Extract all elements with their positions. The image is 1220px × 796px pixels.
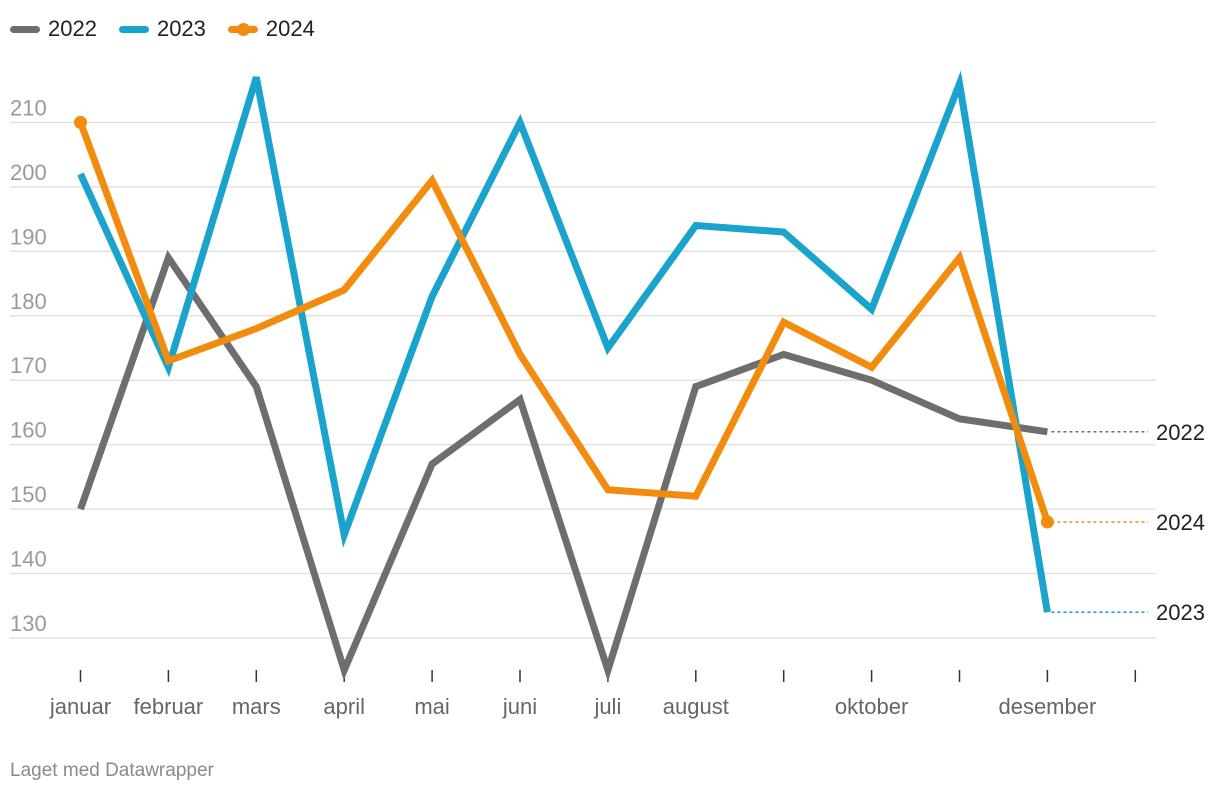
series-line-2022	[77, 249, 1048, 682]
legend-swatch-2023	[118, 25, 149, 33]
data-point-2022-4	[429, 461, 435, 467]
x-tick-label-februar: februar	[134, 694, 204, 719]
data-point-2024-11	[1044, 519, 1050, 525]
x-axis: januar februar mars april mai juni juli august o…	[49, 670, 1137, 719]
series-line-2024	[77, 121, 1051, 524]
data-point-2024-1	[165, 358, 171, 364]
data-point-2022-11	[1044, 429, 1050, 435]
end-labels: 2022 2024 2023	[1051, 420, 1205, 625]
data-point-2024-4	[429, 177, 435, 183]
legend-item-2022: 2022	[10, 16, 97, 42]
data-point-2023-6	[605, 345, 611, 351]
y-tick-label-140: 140	[10, 547, 47, 572]
legend-label-2023: 2023	[156, 16, 206, 41]
y-tick-label-150: 150	[10, 482, 47, 507]
legend-item-2023: 2023	[118, 16, 206, 42]
series-line-2023	[77, 70, 1051, 613]
data-point-2022-2	[253, 384, 259, 390]
end-label-2024: 2024	[1156, 510, 1205, 535]
data-point-2023-0	[78, 171, 84, 177]
data-point-2024-2	[253, 326, 259, 332]
y-tick-label-190: 190	[10, 224, 47, 249]
x-tick-label-august: august	[663, 694, 729, 719]
series-group	[74, 70, 1054, 682]
data-point-2022-10	[957, 416, 963, 422]
data-point-2024-10	[957, 255, 963, 261]
data-point-2024-6	[605, 487, 611, 493]
footer-credit: Laget med Datawrapper	[10, 760, 214, 781]
y-tick-label-170: 170	[10, 353, 47, 378]
x-tick-label-april: april	[323, 694, 365, 719]
y-tick-label-200: 200	[10, 160, 47, 185]
data-point-2022-3	[341, 667, 347, 673]
legend-swatch-2024	[227, 22, 258, 36]
legend: 2022 2023 2024	[10, 16, 315, 42]
data-point-2024-7	[693, 493, 699, 499]
x-tick-label-januar: januar	[49, 694, 111, 719]
y-tick-label-180: 180	[10, 289, 47, 314]
series-start-dot-2024	[74, 115, 87, 129]
y-tick-label-130: 130	[10, 611, 47, 636]
x-tick-label-juli: juli	[593, 694, 621, 719]
x-tick-label-mars: mars	[232, 694, 281, 719]
y-tick-label-160: 160	[10, 418, 47, 443]
data-point-2022-8	[781, 351, 787, 357]
x-tick-label-oktober: oktober	[835, 694, 908, 719]
data-point-2023-8	[781, 229, 787, 235]
data-point-2023-3	[341, 532, 347, 538]
data-point-2022-5	[517, 397, 523, 403]
legend-swatch-2022	[10, 25, 40, 33]
x-tick-label-desember: desember	[998, 694, 1096, 719]
data-point-2023-5	[517, 119, 523, 125]
data-point-2023-2	[253, 74, 259, 80]
data-point-2022-6	[605, 667, 611, 673]
data-point-2022-1	[165, 255, 171, 261]
data-point-2022-7	[693, 384, 699, 390]
y-axis: 130 140 150 160 170 180 190 200 210	[10, 95, 47, 636]
end-label-2023: 2023	[1156, 600, 1205, 625]
legend-label-2022: 2022	[48, 16, 97, 41]
data-point-2022-9	[869, 377, 875, 383]
data-point-2023-7	[693, 223, 699, 229]
data-point-2023-11	[1044, 609, 1050, 615]
legend-item-2024: 2024	[227, 16, 315, 42]
grid	[10, 121, 1156, 639]
series-end-dot-2024	[1040, 515, 1054, 529]
data-point-2022-0	[78, 506, 84, 512]
x-tick-label-juni: juni	[502, 694, 537, 719]
data-point-2024-5	[517, 351, 523, 357]
data-point-2024-9	[869, 364, 875, 370]
y-tick-label-210: 210	[10, 95, 47, 120]
data-point-2023-9	[869, 306, 875, 312]
data-point-2023-10	[957, 81, 963, 87]
data-point-2024-0	[78, 119, 84, 125]
data-point-2024-3	[341, 287, 347, 293]
end-label-2022: 2022	[1156, 420, 1205, 445]
data-point-2023-4	[429, 293, 435, 299]
legend-label-2024: 2024	[265, 16, 315, 41]
data-point-2024-8	[781, 319, 787, 325]
x-tick-label-mai: mai	[414, 694, 449, 719]
